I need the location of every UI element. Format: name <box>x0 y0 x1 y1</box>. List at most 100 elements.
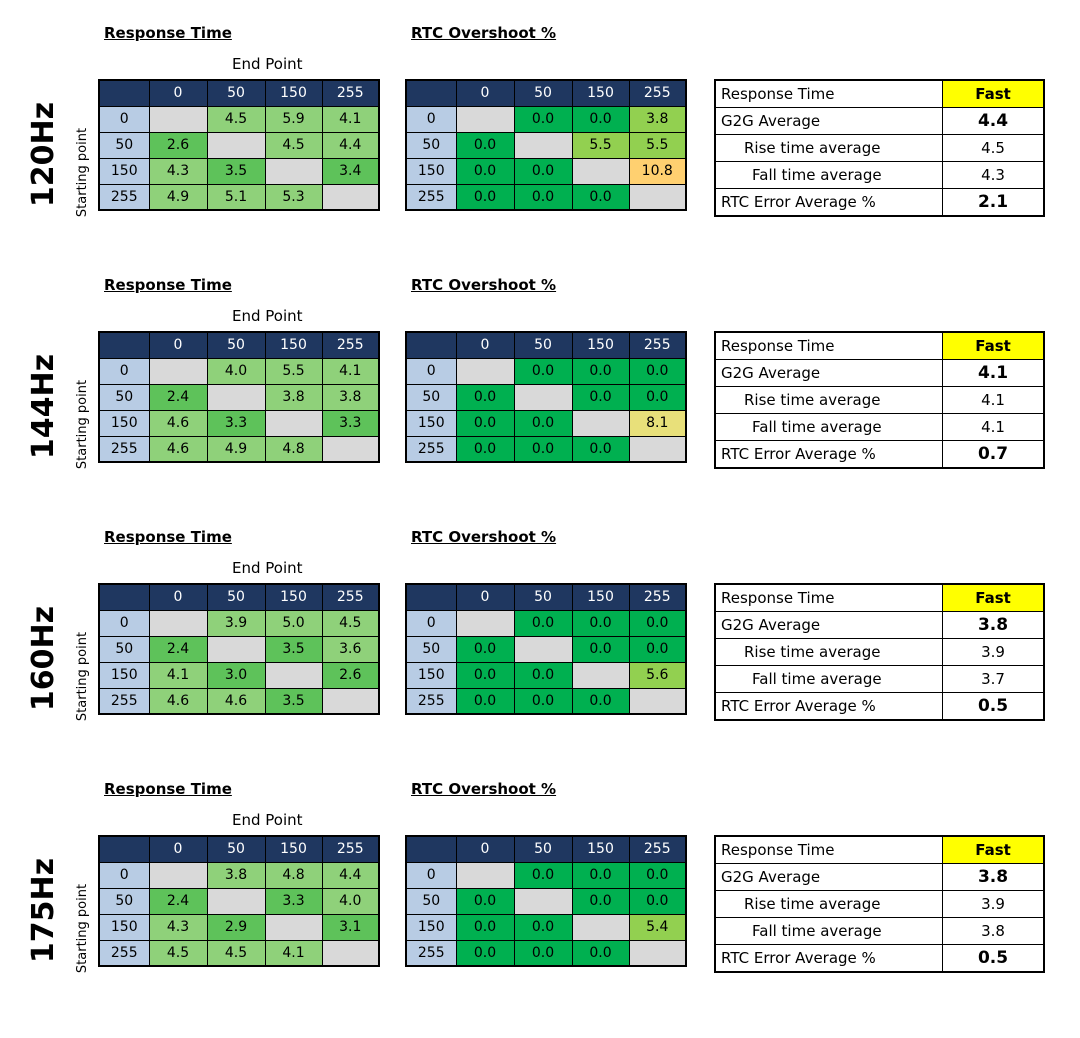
diagonal-cell <box>628 687 687 715</box>
table-row: 0 0.0 0.0 3.8 <box>405 105 687 133</box>
table-header-row: 0 50 150 255 <box>98 583 380 611</box>
end-point-header: 0 <box>148 583 208 611</box>
response-time-cell: 4.9 <box>206 435 266 463</box>
response-time-cell: 3.5 <box>264 635 323 663</box>
summary-table: Response Time Fast G2G Average 4.4 Rise time… <box>714 79 1045 217</box>
end-point-header: 50 <box>513 835 573 863</box>
refresh-rate-label: 120Hz <box>22 75 66 233</box>
overshoot-cell: 8.1 <box>628 409 687 437</box>
corner-cell <box>98 583 150 611</box>
end-point-header: 255 <box>628 79 687 107</box>
table-row: 0 0.0 0.0 0.0 <box>405 609 687 637</box>
diagonal-cell <box>264 913 323 941</box>
diagonal-cell <box>455 357 515 385</box>
start-point-header: 50 <box>405 131 457 159</box>
rtc-error-average-label: RTC Error Average % <box>721 445 876 463</box>
start-point-header: 50 <box>405 635 457 663</box>
table-row: 0 3.9 5.0 4.5 <box>98 609 380 637</box>
g2g-average-label: G2G Average <box>721 616 821 634</box>
response-time-table: 0 50 150 255 0 4.5 5.9 4.1 50 2.6 4.5 4.4 150 4.3 3.5 3… <box>98 79 380 211</box>
response-time-rating-value: Fast <box>942 332 1044 360</box>
starting-point-label: Starting point <box>72 362 94 487</box>
start-point-header: 150 <box>405 409 457 437</box>
starting-point-text: Starting point <box>75 127 91 218</box>
overshoot-cell: 0.0 <box>513 357 573 385</box>
summary-row: Response Time Fast <box>715 836 1044 864</box>
overshoot-table: 0 50 150 255 0 0.0 0.0 0.0 50 0.0 0.0 0.0 150 0.0 0.0 5… <box>405 583 687 715</box>
overshoot-cell: 0.0 <box>571 435 630 463</box>
table-row: 50 2.4 3.8 3.8 <box>98 383 380 411</box>
table-row: 0 3.8 4.8 4.4 <box>98 861 380 889</box>
response-time-cell: 2.6 <box>321 661 380 689</box>
table-row: 50 0.0 0.0 0.0 <box>405 635 687 663</box>
overshoot-cell: 0.0 <box>628 357 687 385</box>
response-time-rating-value: Fast <box>942 80 1044 108</box>
response-time-cell: 4.5 <box>206 939 266 967</box>
table-row: 150 0.0 0.0 8.1 <box>405 409 687 437</box>
diagonal-cell <box>321 939 380 967</box>
overshoot-cell: 0.0 <box>571 887 630 915</box>
response-time-cell: 4.1 <box>321 357 380 385</box>
overshoot-title: RTC Overshoot % <box>411 276 557 294</box>
table-row: 50 2.4 3.3 4.0 <box>98 887 380 915</box>
summary-row: Response Time Fast <box>715 80 1044 108</box>
response-time-cell: 4.1 <box>321 105 380 133</box>
table-header-row: 0 50 150 255 <box>405 79 687 107</box>
diagonal-cell <box>513 887 573 915</box>
summary-row: G2G Average 4.4 <box>715 107 1044 135</box>
fall-time-average-label: Fall time average <box>752 922 882 940</box>
summary-table: Response Time Fast G2G Average 3.8 Rise time… <box>714 583 1045 721</box>
table-row: 255 4.9 5.1 5.3 <box>98 183 380 211</box>
summary-row: RTC Error Average % 0.5 <box>715 944 1044 972</box>
fall-time-average-value: 3.8 <box>942 917 1044 945</box>
overshoot-title: RTC Overshoot % <box>411 24 557 42</box>
response-time-cell: 4.5 <box>321 609 380 637</box>
table-row: 150 0.0 0.0 5.6 <box>405 661 687 689</box>
overshoot-table: 0 50 150 255 0 0.0 0.0 0.0 50 0.0 0.0 0.0 150 0.0 0.0 8… <box>405 331 687 463</box>
diagonal-cell <box>628 939 687 967</box>
overshoot-cell: 0.0 <box>571 609 630 637</box>
overshoot-cell: 5.5 <box>628 131 687 159</box>
response-time-cell: 4.8 <box>264 861 323 889</box>
response-time-cell: 3.5 <box>206 157 266 185</box>
diagonal-cell <box>264 661 323 689</box>
response-time-cell: 2.4 <box>148 383 208 411</box>
rise-time-average-value: 4.1 <box>942 386 1044 414</box>
response-time-cell: 5.5 <box>264 357 323 385</box>
summary-row: Rise time average 4.1 <box>715 386 1044 414</box>
response-time-cell: 2.4 <box>148 887 208 915</box>
rise-time-average-value: 3.9 <box>942 890 1044 918</box>
start-point-header: 150 <box>98 913 150 941</box>
fall-time-average-label: Fall time average <box>752 418 882 436</box>
end-point-header: 150 <box>264 835 323 863</box>
end-point-header: 150 <box>264 331 323 359</box>
summary-row: Rise time average 3.9 <box>715 638 1044 666</box>
table-row: 150 4.3 3.5 3.4 <box>98 157 380 185</box>
overshoot-cell: 0.0 <box>513 661 573 689</box>
response-time-cell: 3.8 <box>264 383 323 411</box>
diagonal-cell <box>148 357 208 385</box>
end-point-header: 0 <box>455 583 515 611</box>
response-time-cell: 3.8 <box>206 861 266 889</box>
overshoot-cell: 0.0 <box>455 687 515 715</box>
summary-row: RTC Error Average % 2.1 <box>715 188 1044 216</box>
end-point-header: 150 <box>571 331 630 359</box>
overshoot-cell: 0.0 <box>571 687 630 715</box>
end-point-header: 255 <box>321 331 380 359</box>
refresh-rate-text: 144Hz <box>26 353 62 459</box>
response-time-cell: 3.5 <box>264 687 323 715</box>
end-point-header: 50 <box>513 583 573 611</box>
diagonal-cell <box>264 157 323 185</box>
table-row: 150 4.1 3.0 2.6 <box>98 661 380 689</box>
response-time-cell: 5.3 <box>264 183 323 211</box>
response-time-cell: 3.8 <box>321 383 380 411</box>
summary-row: G2G Average 3.8 <box>715 863 1044 891</box>
end-point-header: 255 <box>321 79 380 107</box>
corner-cell <box>405 79 457 107</box>
response-time-cell: 4.3 <box>148 157 208 185</box>
overshoot-cell: 3.8 <box>628 105 687 133</box>
response-time-cell: 5.0 <box>264 609 323 637</box>
overshoot-cell: 5.5 <box>571 131 630 159</box>
fall-time-average-value: 3.7 <box>942 665 1044 693</box>
response-time-title: Response Time <box>104 24 232 42</box>
